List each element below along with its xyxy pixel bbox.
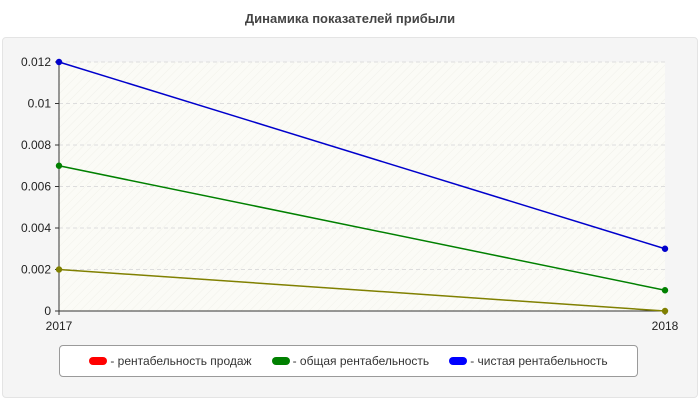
y-tick-label: 0.006 xyxy=(21,180,51,194)
y-tick-label: 0 xyxy=(44,304,51,318)
series-point[interactable] xyxy=(55,162,63,169)
series-line xyxy=(58,268,666,312)
series-line xyxy=(58,61,666,250)
series-point[interactable] xyxy=(55,266,63,273)
legend-label-net-profitability: - чистая рентабельность xyxy=(470,354,608,368)
legend-swatch-sales-profitability xyxy=(89,357,108,365)
x-tick-label: 2017 xyxy=(46,319,73,333)
legend-label-total-profitability: - общая рентабельность xyxy=(292,354,430,368)
series-point[interactable] xyxy=(661,307,669,315)
legend-label-sales-profitability: - рентабельность продаж xyxy=(110,354,252,368)
series xyxy=(55,58,669,315)
x-tick-label: 2018 xyxy=(652,319,679,333)
x-ticks: 2017 2018 xyxy=(46,311,679,333)
legend-swatch-net-profitability xyxy=(449,357,468,365)
legend: - рентабельность продаж - общая рентабел… xyxy=(59,345,638,377)
y-tick-label: 0.008 xyxy=(21,138,51,152)
y-ticks: 0 0.002 0.004 0.006 0.008 0.01 0.012 xyxy=(21,55,59,318)
series-point[interactable] xyxy=(55,58,63,66)
series-point[interactable] xyxy=(661,287,669,294)
series-line xyxy=(58,165,666,291)
series-point[interactable] xyxy=(661,245,669,252)
chart-title: Динамика показателей прибыли xyxy=(244,11,456,26)
y-tick-label: 0.012 xyxy=(21,55,51,69)
legend-item-sales-profitability[interactable]: - рентабельность продаж xyxy=(89,354,252,368)
y-tick-label: 0.01 xyxy=(28,97,52,111)
legend-swatch-total-profitability xyxy=(271,357,290,365)
y-tick-label: 0.004 xyxy=(21,221,51,235)
legend-item-net-profitability[interactable]: - чистая рентабельность xyxy=(449,354,608,368)
y-tick-label: 0.002 xyxy=(21,263,51,277)
legend-item-total-profitability[interactable]: - общая рентабельность xyxy=(271,354,430,368)
